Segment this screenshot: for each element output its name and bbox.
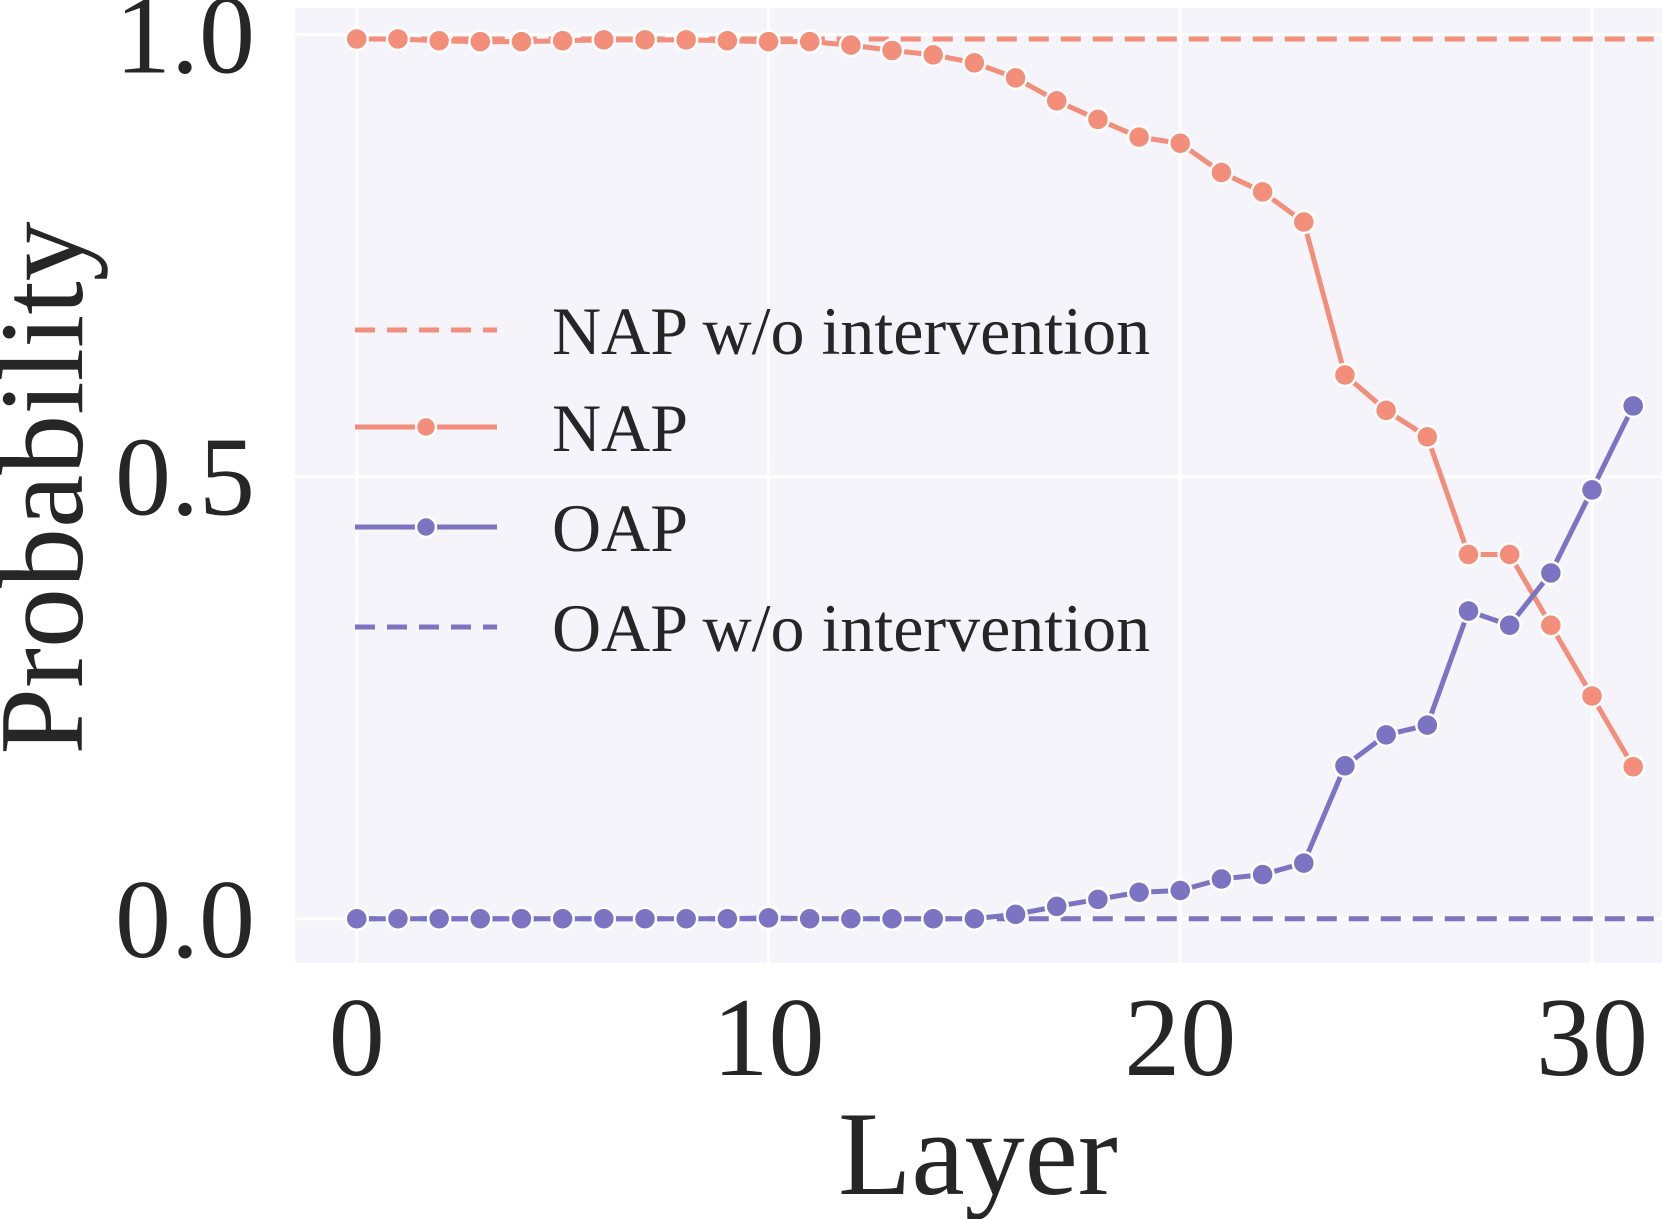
data-point-nap [1373,398,1399,423]
data-point-nap [550,28,575,53]
legend-marker-nap [414,415,438,439]
legend-label-oap-wo-intervention: OAP w/o intervention [552,590,1150,666]
data-point-nap [1497,542,1522,567]
data-point-nap [1332,362,1358,388]
data-point-oap [468,906,493,932]
data-point-nap [468,29,493,54]
data-point-nap [1538,612,1564,638]
legend-item-oap: OAP [355,490,688,566]
data-point-nap [1579,683,1605,709]
data-point-oap [1538,560,1564,586]
data-point-nap [1168,131,1193,156]
data-point-nap [591,27,617,53]
data-point-oap [1497,612,1522,638]
data-point-nap [385,26,411,52]
series-markers [344,26,1646,932]
data-point-oap [1168,878,1193,903]
data-point-nap [920,42,946,68]
data-point-oap [673,906,699,932]
data-point-nap [1620,754,1646,779]
legend-item-nap-wo-intervention: NAP w/o intervention [355,293,1150,369]
legend-marker-oap [414,515,438,539]
data-point-nap [1209,160,1234,185]
legend-label-nap-wo-intervention: NAP w/o intervention [552,293,1150,369]
data-point-oap [1003,902,1028,927]
legend: NAP w/o intervention NAP OAP OAP w/o int… [355,293,1150,666]
data-point-nap [1126,124,1152,150]
data-point-oap [632,906,658,932]
data-point-oap [1579,477,1605,503]
data-point-nap [1456,542,1481,567]
data-point-oap [715,906,740,932]
data-point-oap [1620,393,1646,419]
data-point-oap [1085,887,1111,912]
data-point-nap [426,28,452,53]
data-point-oap [1415,712,1440,738]
data-point-oap [550,906,575,932]
data-point-nap [1085,107,1111,132]
data-point-oap [920,906,946,932]
data-point-oap [1291,850,1317,876]
legend-label-nap: NAP [552,390,688,466]
data-point-nap [756,29,781,54]
data-point-nap [1003,65,1028,91]
y-axis-title: Probability [0,221,108,754]
y-tick-label: 0.0 [115,858,255,982]
data-point-oap [1250,862,1275,887]
data-point-oap [1332,753,1358,779]
x-tick-labels: 0 10 20 30 [329,976,1648,1100]
data-point-oap [344,906,370,932]
y-tick-labels: 0.0 0.5 1.0 [115,0,255,982]
x-axis-title: Layer [838,1087,1118,1219]
data-point-oap [879,906,905,932]
data-point-nap [962,50,987,76]
data-point-nap [838,32,864,58]
data-point-oap [797,906,822,932]
data-point-nap [344,26,370,52]
data-point-oap [1373,722,1399,748]
data-point-oap [1456,598,1481,624]
data-point-oap [1209,866,1234,892]
data-point-nap [797,29,822,54]
plot-area [295,8,1662,963]
data-point-nap [879,38,905,63]
data-point-oap [962,906,987,932]
data-point-nap [1415,424,1440,450]
data-point-nap [509,29,534,54]
x-tick-label: 10 [713,976,825,1100]
legend-label-oap: OAP [552,490,688,566]
data-point-oap [426,906,452,932]
data-point-nap [715,28,740,53]
data-point-oap [756,905,781,931]
legend-item-oap-wo-intervention: OAP w/o intervention [355,590,1150,666]
data-point-nap [1044,88,1069,114]
data-point-nap [673,27,699,53]
x-tick-label: 20 [1124,976,1236,1100]
data-point-nap [632,27,658,53]
data-point-oap [1126,880,1152,905]
y-tick-label: 1.0 [115,0,255,98]
data-point-oap [385,906,411,932]
y-tick-label: 0.5 [115,416,255,540]
legend-item-nap: NAP [355,390,688,466]
data-point-oap [838,906,864,932]
data-point-oap [509,906,534,932]
data-point-nap [1291,209,1317,235]
x-tick-label: 0 [329,976,385,1100]
data-point-oap [1044,894,1069,919]
data-point-oap [591,906,617,932]
x-tick-label: 30 [1536,976,1648,1100]
data-point-nap [1250,179,1275,205]
